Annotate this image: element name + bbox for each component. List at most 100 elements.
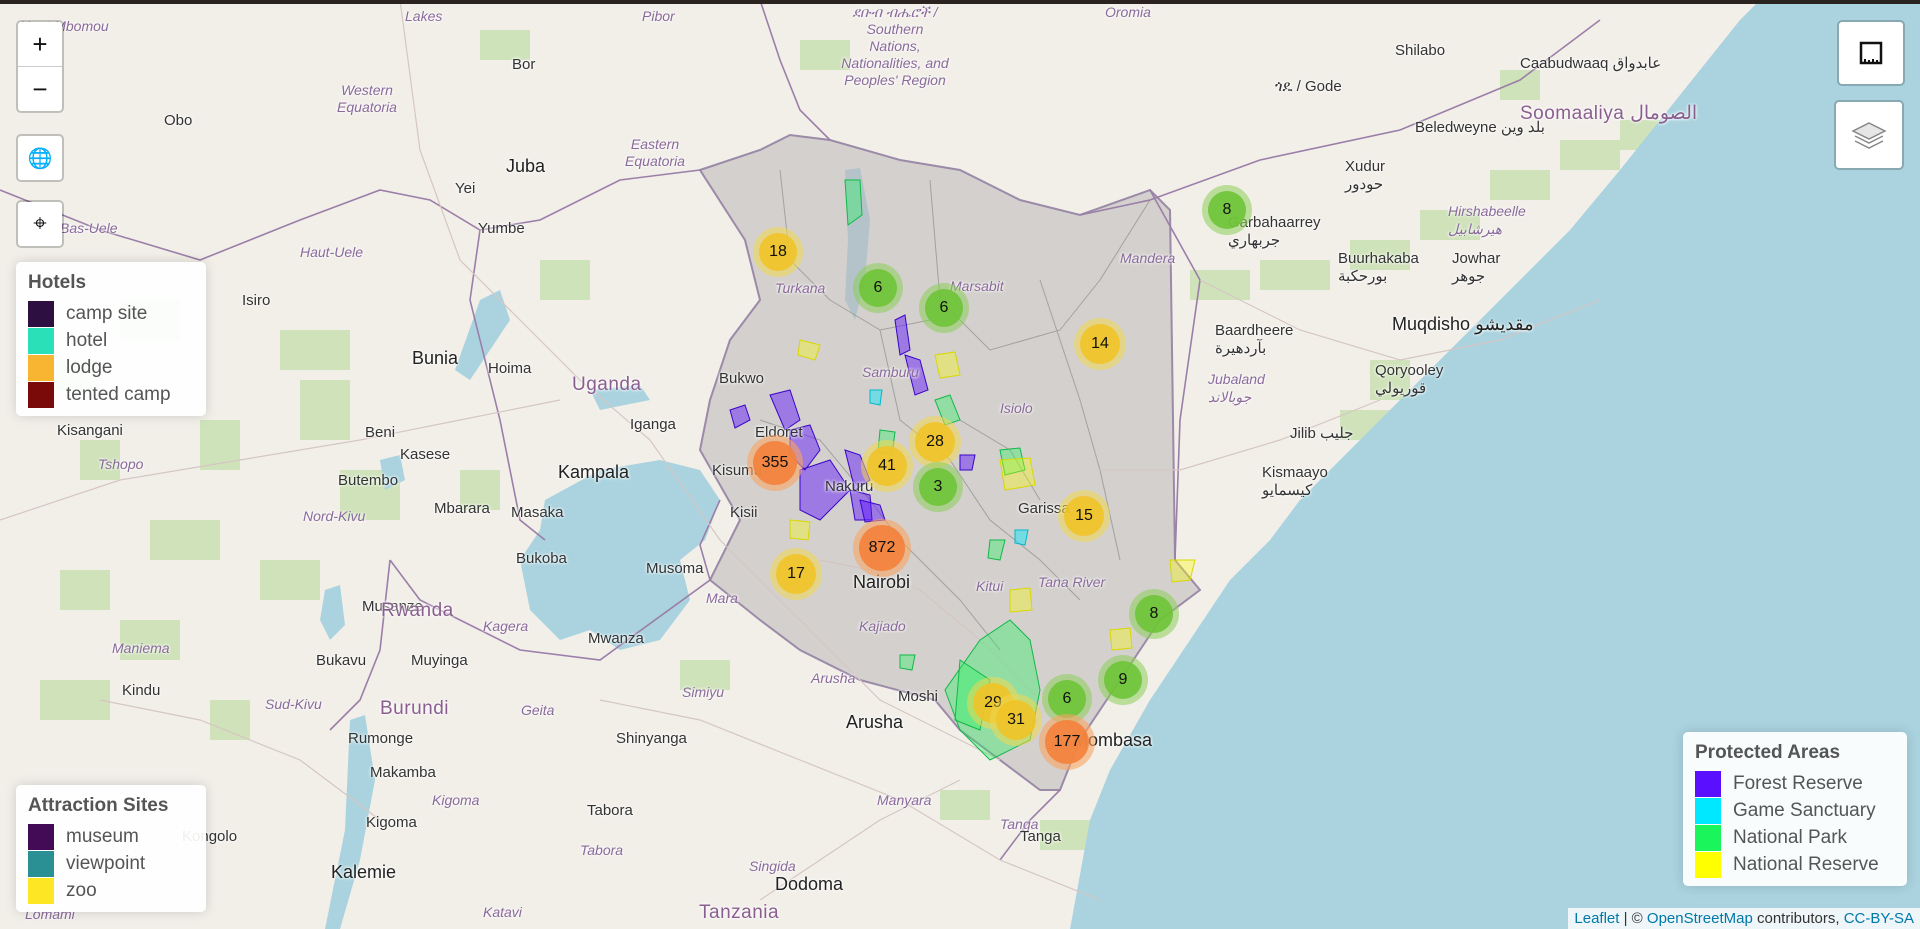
place-label: Kajiado bbox=[859, 618, 906, 634]
marker-cluster[interactable]: 8 bbox=[1202, 185, 1252, 235]
place-label: Kisii bbox=[730, 504, 758, 521]
legend-row: lodge bbox=[28, 354, 194, 381]
marker-cluster[interactable]: 6 bbox=[919, 283, 969, 333]
license-link[interactable]: CC-BY-SA bbox=[1843, 910, 1914, 927]
cluster-count: 28 bbox=[915, 422, 955, 462]
place-label: Geita bbox=[521, 702, 555, 718]
place-label: Burundi bbox=[380, 698, 449, 719]
place-label: Musoma bbox=[646, 560, 704, 577]
legend-label: National Park bbox=[1733, 826, 1848, 848]
place-label: Muyinga bbox=[411, 652, 468, 669]
cluster-count: 6 bbox=[859, 269, 897, 307]
legend-swatch bbox=[28, 877, 54, 904]
place-label: Tabora bbox=[580, 842, 624, 858]
place-label: Turkana bbox=[775, 280, 826, 296]
place-label: Tshopo bbox=[98, 456, 144, 472]
attraction-sites-legend: Attraction Sites museum viewpoint zoo bbox=[16, 785, 206, 912]
place-label: Jubaland جوبالاند bbox=[1208, 371, 1265, 405]
marker-cluster[interactable]: 18 bbox=[753, 227, 803, 277]
legend-label: museum bbox=[66, 825, 139, 847]
legend-label: Game Sanctuary bbox=[1733, 799, 1876, 821]
legend-row: Game Sanctuary bbox=[1695, 797, 1895, 824]
zoom-control: + − bbox=[16, 20, 64, 113]
place-label: Bor bbox=[512, 56, 536, 73]
place-label: Bunia bbox=[412, 348, 459, 368]
osm-link[interactable]: OpenStreetMap bbox=[1646, 910, 1753, 927]
leaflet-link[interactable]: Leaflet bbox=[1574, 910, 1620, 927]
place-label: Beni bbox=[365, 424, 396, 441]
place-label: Iganga bbox=[630, 416, 676, 433]
marker-cluster[interactable]: 177 bbox=[1039, 714, 1095, 770]
place-label: Arusha bbox=[811, 670, 856, 686]
cluster-count: 8 bbox=[1208, 191, 1246, 229]
marker-cluster[interactable]: 15 bbox=[1058, 490, 1110, 542]
place-label: Nord-Kivu bbox=[303, 508, 366, 524]
place-label: Nairobi bbox=[853, 572, 911, 592]
place-label: Caabudwaaq عابدواق bbox=[1520, 55, 1662, 72]
place-label: Pibor bbox=[642, 8, 675, 24]
legend-swatch bbox=[1695, 824, 1721, 851]
marker-cluster[interactable]: 6 bbox=[853, 263, 903, 313]
marker-cluster[interactable]: 3 bbox=[913, 462, 963, 512]
place-label: Samburu bbox=[862, 364, 919, 380]
locate-icon[interactable]: ⌖ bbox=[33, 210, 47, 237]
legend-row: National Reserve bbox=[1695, 851, 1895, 878]
place-label: Rumonge bbox=[348, 730, 414, 747]
place-label: Muqdisho مقديشو bbox=[1392, 314, 1534, 334]
marker-cluster[interactable]: 17 bbox=[770, 548, 822, 600]
map-attribution: Leaflet | © OpenStreetMap contributors, … bbox=[1568, 908, 1920, 929]
layers-icon bbox=[1851, 122, 1887, 149]
cluster-count: 872 bbox=[859, 525, 905, 571]
place-label: Tanga bbox=[1000, 816, 1039, 832]
zoom-in-button[interactable]: + bbox=[32, 28, 48, 59]
legend-label: National Reserve bbox=[1733, 853, 1879, 875]
cluster-count: 17 bbox=[776, 554, 816, 594]
marker-cluster[interactable]: 9 bbox=[1098, 655, 1148, 705]
place-label: Kasese bbox=[400, 446, 451, 463]
measure-button[interactable] bbox=[1837, 20, 1905, 86]
place-label: Simiyu bbox=[682, 684, 725, 700]
legend-swatch bbox=[1695, 851, 1721, 878]
place-label: Kigoma bbox=[366, 814, 417, 831]
place-label: Hoima bbox=[488, 360, 532, 377]
place-label: Juba bbox=[506, 156, 546, 176]
place-label: Kismaayo كيسمايو bbox=[1262, 464, 1328, 499]
marker-cluster[interactable]: 31 bbox=[990, 694, 1042, 746]
place-label: Tana River bbox=[1038, 574, 1106, 590]
legend-swatch bbox=[28, 300, 54, 327]
marker-cluster[interactable]: 355 bbox=[747, 435, 803, 491]
cluster-count: 14 bbox=[1080, 324, 1120, 364]
place-label: Hirshabeelle هيرشابيل bbox=[1448, 203, 1526, 237]
cluster-count: 31 bbox=[996, 700, 1036, 740]
layers-button[interactable] bbox=[1834, 100, 1904, 170]
legend-row: National Park bbox=[1695, 824, 1895, 851]
cluster-count: 6 bbox=[1048, 680, 1086, 718]
place-label: Rwanda bbox=[381, 600, 454, 621]
place-label: Oromia bbox=[1105, 4, 1151, 20]
marker-cluster[interactable]: 14 bbox=[1074, 318, 1126, 370]
place-label: Manyara bbox=[877, 792, 932, 808]
cluster-count: 6 bbox=[925, 289, 963, 327]
place-label: Sud-Kivu bbox=[265, 696, 322, 712]
marker-cluster[interactable]: 872 bbox=[853, 519, 911, 577]
place-label: ደቡብ ብሔሮች / Southern Nations, Nationaliti… bbox=[841, 4, 949, 88]
zoom-out-button[interactable]: − bbox=[18, 66, 62, 111]
place-label: Bukoba bbox=[516, 550, 567, 567]
globe-icon[interactable]: 🌐 bbox=[27, 147, 53, 170]
place-label: Kagera bbox=[483, 618, 529, 634]
marker-cluster[interactable]: 8 bbox=[1129, 589, 1179, 639]
legend-label: Forest Reserve bbox=[1733, 772, 1863, 794]
legend-swatch bbox=[28, 381, 54, 408]
place-label: Isiolo bbox=[1000, 400, 1033, 416]
legend-label: lodge bbox=[66, 356, 113, 378]
legend-row: hotel bbox=[28, 327, 194, 354]
marker-cluster[interactable]: 28 bbox=[909, 416, 961, 468]
marker-cluster[interactable]: 41 bbox=[861, 440, 913, 492]
legend-row: camp site bbox=[28, 300, 194, 327]
cluster-count: 355 bbox=[753, 441, 797, 485]
world-view-control: 🌐 bbox=[16, 134, 64, 182]
place-label: Eastern Equatoria bbox=[625, 136, 685, 169]
place-label: Haut-Uele bbox=[300, 244, 364, 260]
